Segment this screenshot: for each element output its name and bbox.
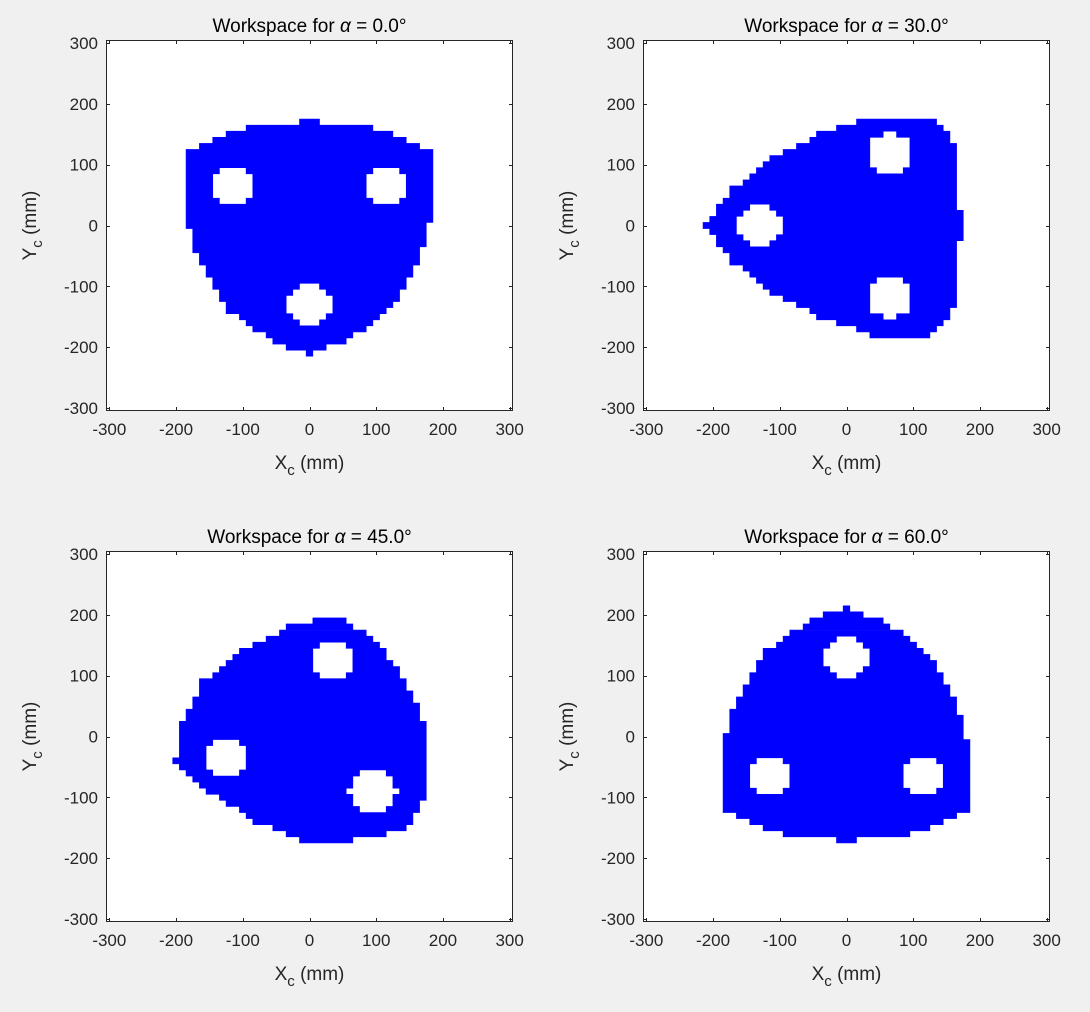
x-tick-label: -100 xyxy=(763,420,797,439)
x-axis-label: Xc (mm) xyxy=(275,964,345,990)
chart-panel-2: -300 -200 -100 0 100 200 300 -300 -200 -100 0 100 20… xyxy=(557,16,1061,479)
y-tick-label: 300 xyxy=(607,34,635,53)
y-axis-label: Yc (mm) xyxy=(557,702,583,772)
x-tick-label: 0 xyxy=(305,420,314,439)
x-tick-label: -100 xyxy=(226,931,260,950)
x-tick-label: -200 xyxy=(696,420,730,439)
y-tick-label: 200 xyxy=(607,606,635,625)
y-tick-label: 200 xyxy=(70,606,98,625)
x-tick-label: 0 xyxy=(842,931,851,950)
x-tick-label: 100 xyxy=(362,420,390,439)
x-tick-label: 300 xyxy=(1032,931,1060,950)
y-axis-label: Yc (mm) xyxy=(20,191,46,261)
x-tick-label: 200 xyxy=(429,420,457,439)
y-tick-label: -300 xyxy=(64,910,98,929)
x-axis-label: Xc (mm) xyxy=(812,453,882,479)
workspace-region xyxy=(185,118,434,357)
axes-box xyxy=(643,551,1050,922)
y-tick-label: -200 xyxy=(64,338,98,357)
workspace-region xyxy=(172,617,427,844)
y-tick-label: -200 xyxy=(601,338,635,357)
x-axis-label: Xc (mm) xyxy=(812,964,882,990)
y-tick-label: 200 xyxy=(70,95,98,114)
y-tick-label: -100 xyxy=(601,788,635,807)
x-tick-label: 100 xyxy=(362,931,390,950)
x-axis-label: Xc (mm) xyxy=(275,453,345,479)
y-tick-label: -300 xyxy=(64,399,98,418)
x-tick-label: 300 xyxy=(495,931,523,950)
chart-panel-4: -300 -200 -100 0 100 200 300 -300 -200 -100 0 100 20… xyxy=(557,527,1061,990)
y-tick-label: 300 xyxy=(607,545,635,564)
y-tick-label: -300 xyxy=(601,910,635,929)
y-tick-label: 100 xyxy=(607,156,635,175)
y-tick-label: 0 xyxy=(89,728,98,747)
workspace-region xyxy=(722,605,971,844)
x-tick-label: -300 xyxy=(629,931,663,950)
chart-title: Workspace for α = 30.0° xyxy=(744,16,949,37)
y-tick-label: 300 xyxy=(70,545,98,564)
x-tick-label: 200 xyxy=(966,420,994,439)
x-tick-label: 0 xyxy=(842,420,851,439)
x-tick-label: 100 xyxy=(899,420,927,439)
y-tick-label: 0 xyxy=(626,728,635,747)
x-tick-label: -100 xyxy=(763,931,797,950)
y-tick-label: -200 xyxy=(601,849,635,868)
x-tick-label: 300 xyxy=(495,420,523,439)
x-tick-label: 300 xyxy=(1032,420,1060,439)
chart-panel-1: -300 -200 -100 0 100 200 300 -300 -200 -100 0 100 20… xyxy=(20,16,524,479)
y-axis-label: Yc (mm) xyxy=(557,191,583,261)
workspace-region xyxy=(702,118,964,339)
y-tick-label: -300 xyxy=(601,399,635,418)
x-tick-label: 0 xyxy=(305,931,314,950)
chart-title: Workspace for α = 60.0° xyxy=(744,527,949,548)
x-tick-label: -100 xyxy=(226,420,260,439)
axes-box xyxy=(643,40,1050,411)
x-tick-label: -200 xyxy=(159,931,193,950)
y-tick-label: 200 xyxy=(607,95,635,114)
y-axis-label: Yc (mm) xyxy=(20,702,46,772)
y-tick-label: -200 xyxy=(64,849,98,868)
y-tick-label: 0 xyxy=(89,217,98,236)
axes-box xyxy=(106,40,513,411)
y-tick-label: 100 xyxy=(70,667,98,686)
x-tick-label: -300 xyxy=(629,420,663,439)
y-tick-label: -100 xyxy=(601,277,635,296)
chart-panel-3: -300 -200 -100 0 100 200 300 -300 -200 -100 0 100 20… xyxy=(20,527,524,990)
y-tick-label: -100 xyxy=(64,788,98,807)
axes-box xyxy=(106,551,513,922)
y-tick-label: 100 xyxy=(607,667,635,686)
x-tick-label: 100 xyxy=(899,931,927,950)
x-tick-label: -200 xyxy=(696,931,730,950)
x-tick-label: -300 xyxy=(92,931,126,950)
x-tick-label: -300 xyxy=(92,420,126,439)
y-tick-label: -100 xyxy=(64,277,98,296)
y-tick-label: 100 xyxy=(70,156,98,175)
chart-title: Workspace for α = 45.0° xyxy=(207,527,412,548)
x-tick-label: -200 xyxy=(159,420,193,439)
chart-title: Workspace for α = 0.0° xyxy=(213,16,407,37)
y-tick-label: 0 xyxy=(626,217,635,236)
x-tick-label: 200 xyxy=(429,931,457,950)
y-tick-label: 300 xyxy=(70,34,98,53)
x-tick-label: 200 xyxy=(966,931,994,950)
